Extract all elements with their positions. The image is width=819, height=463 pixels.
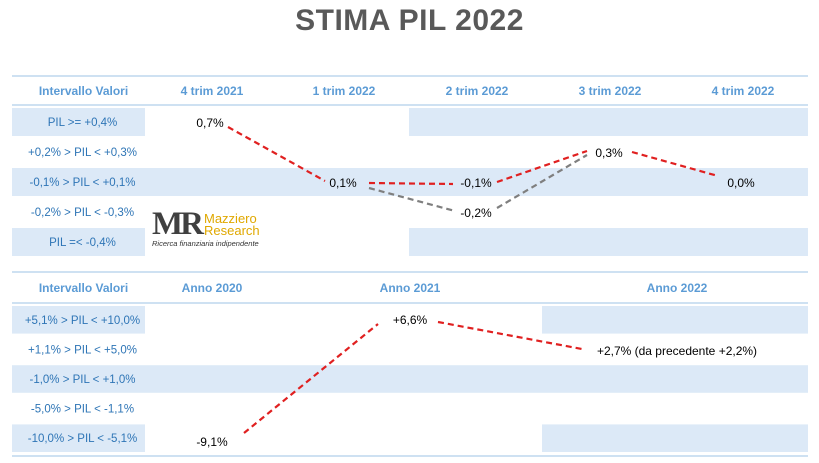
t2-data-label: +2,7% (da precedente +2,2%) xyxy=(597,344,757,358)
t1-row-label: PIL =< -0,4% xyxy=(49,237,116,249)
t1-data-label: -0,2% xyxy=(460,206,492,220)
t1-row-label-band xyxy=(12,108,145,136)
t1-series-1-segment xyxy=(631,150,719,178)
t1-data-label: 0,7% xyxy=(196,116,224,130)
t2-column-header: Anno 2022 xyxy=(647,281,708,295)
t1-series-1-segment xyxy=(496,149,588,184)
t1-series-2-segment xyxy=(496,154,588,209)
t1-corner-label: Intervallo Valori xyxy=(39,84,128,98)
t1-data-label: 0,0% xyxy=(727,176,755,190)
mazziero-research-logo: MR Mazziero Research Ricerca finanziaria… xyxy=(152,206,282,250)
t1-column-header: 4 trim 2022 xyxy=(712,84,775,98)
t1-row-label: PIL >= +0,4% xyxy=(48,117,118,129)
logo-tagline: Ricerca finanziaria indipendente xyxy=(152,239,259,248)
t1-series-1-segment xyxy=(227,126,326,182)
t2-row-label-band xyxy=(12,365,145,393)
t2-row-label: -1,0% > PIL < +1,0% xyxy=(29,374,135,386)
page-title: STIMA PIL 2022 xyxy=(295,4,524,37)
logo-name-line2: Research xyxy=(204,223,260,238)
t2-row-label: +5,1% > PIL < +10,0% xyxy=(25,315,140,327)
t1-column-header: 1 trim 2022 xyxy=(313,84,376,98)
t2-data-label: -9,1% xyxy=(196,435,228,449)
t1-series-1-segment xyxy=(368,181,454,186)
t2-corner-label: Intervallo Valori xyxy=(39,281,128,295)
t1-column-header: 3 trim 2022 xyxy=(579,84,642,98)
t2-column-header: Anno 2021 xyxy=(380,281,441,295)
t1-row-label-band xyxy=(12,228,145,256)
t1-row-label: -0,2% > PIL < -0,3% xyxy=(31,207,134,219)
t2-row-label-band xyxy=(12,424,145,452)
logo-name-line1: Mazziero xyxy=(204,211,257,226)
t1-data-label: 0,3% xyxy=(595,146,623,160)
t2-row-label: +1,1% > PIL < +5,0% xyxy=(28,344,137,356)
t1-data-label: -0,1% xyxy=(460,176,492,190)
t1-data-label: 0,1% xyxy=(329,176,357,190)
t2-row-band xyxy=(542,306,808,334)
t2-series-1-segment xyxy=(437,320,583,351)
t1-row-band xyxy=(145,168,808,196)
t1-row-label: -0,1% > PIL < +0,1% xyxy=(29,177,135,189)
t2-data-label: +6,6% xyxy=(393,313,428,327)
t2-series-1-segment xyxy=(243,323,379,434)
t1-row-band xyxy=(409,108,808,136)
t1-row-label-band xyxy=(12,168,145,196)
t1-row-band xyxy=(409,228,808,256)
t1-series-2-segment xyxy=(368,186,456,213)
t1-row-label: +0,2% > PIL < +0,3% xyxy=(28,147,137,159)
t1-column-header: 4 trim 2021 xyxy=(181,84,244,98)
t2-row-band xyxy=(145,365,808,393)
t2-row-label: -5,0% > PIL < -1,1% xyxy=(31,404,134,416)
t2-row-label: -10,0% > PIL < -5,1% xyxy=(28,433,138,445)
t1-column-header: 2 trim 2022 xyxy=(446,84,509,98)
t2-row-label-band xyxy=(12,306,145,334)
t2-column-header: Anno 2020 xyxy=(182,281,243,295)
t2-row-band xyxy=(542,424,808,452)
logo-mark: MR xyxy=(152,206,204,242)
